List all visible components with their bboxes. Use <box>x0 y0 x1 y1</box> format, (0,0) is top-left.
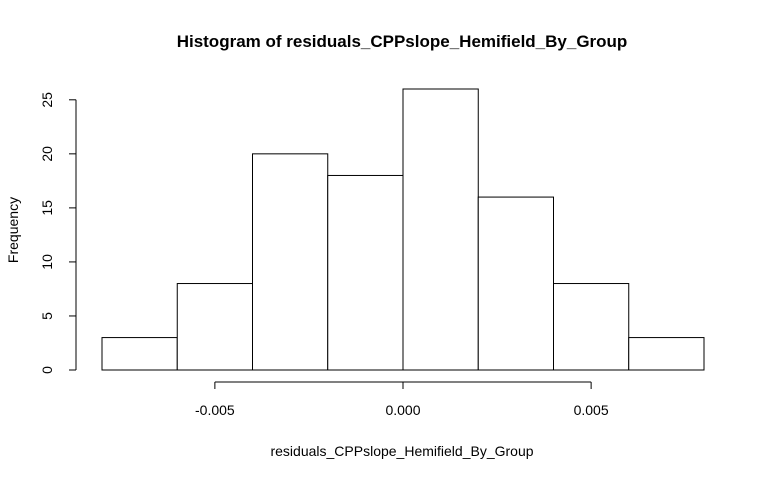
chart-title: Histogram of residuals_CPPslope_Hemifiel… <box>177 32 628 51</box>
histogram-bar <box>101 337 178 371</box>
x-axis-label: residuals_CPPslope_Hemifield_By_Group <box>270 443 533 459</box>
y-tick-label: 10 <box>39 254 55 270</box>
x-tick-label: 0.005 <box>574 402 609 418</box>
histogram-bar <box>477 196 554 371</box>
y-tick-label: 0 <box>39 366 55 374</box>
histogram-bar <box>402 88 479 371</box>
y-axis-label: Frequency <box>5 197 21 263</box>
histogram-bar <box>176 283 253 371</box>
histogram-bar <box>327 174 404 371</box>
histogram-bar <box>553 283 630 371</box>
y-tick-label: 5 <box>39 312 55 320</box>
x-tick-label: -0.005 <box>195 402 235 418</box>
y-tick-label: 20 <box>39 146 55 162</box>
y-axis: 0 5 10 15 20 25 <box>39 92 77 374</box>
y-tick-label: 25 <box>39 92 55 108</box>
histogram-bar <box>252 153 329 371</box>
histogram-bar <box>628 337 705 371</box>
y-tick-label: 15 <box>39 200 55 216</box>
bars-group <box>101 88 705 371</box>
x-axis: -0.005 0.000 0.005 <box>195 381 609 418</box>
x-tick-label: 0.000 <box>385 402 420 418</box>
